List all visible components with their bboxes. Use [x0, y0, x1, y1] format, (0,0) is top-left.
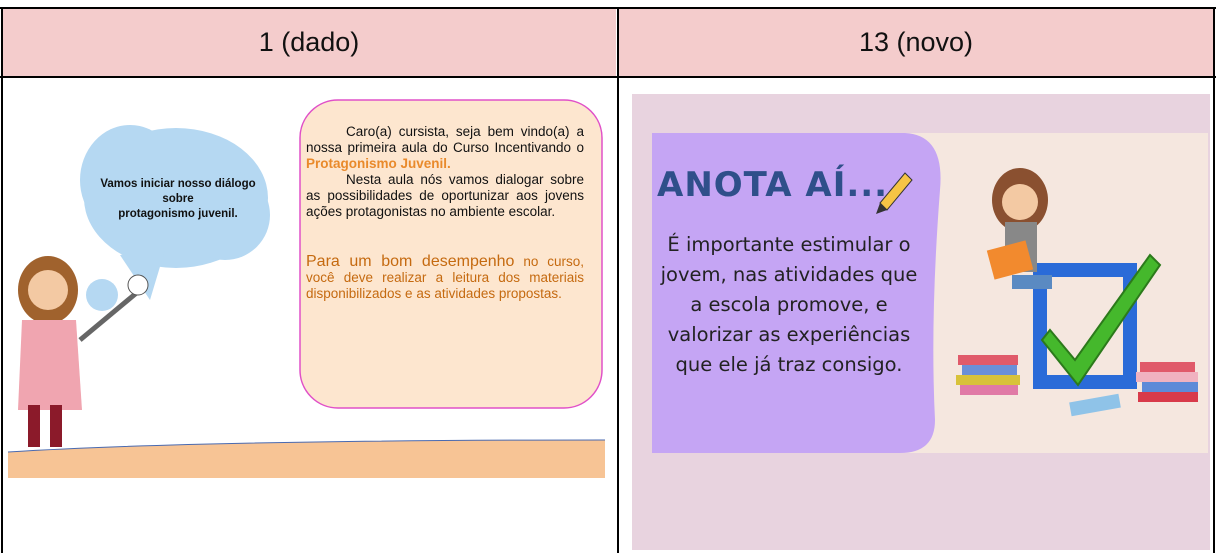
header-cell: 13 (novo) [618, 8, 1214, 76]
note-panel [652, 133, 941, 453]
text: Caro(a) cursista, seja bem vindo(a) a no… [306, 124, 584, 155]
ground-line [7, 439, 606, 453]
paragraph: Para um bom desempenho no curso, você de… [306, 254, 584, 302]
header-text: 1 (dado) [258, 26, 360, 57]
checkbox [1033, 253, 1162, 389]
pencil [876, 172, 913, 214]
border [1, 7, 3, 553]
header-cell: 1 (dado) [2, 8, 616, 76]
books [956, 355, 1198, 417]
text: no curso, você deve realizar a leitura d… [306, 254, 585, 301]
box-text: Caro(a) cursista, seja bem vindo(a) a no… [306, 124, 584, 302]
cloud-line: protagonismo juvenil. [118, 208, 238, 220]
girl [986, 168, 1052, 289]
cloud [80, 125, 270, 311]
border [617, 7, 619, 553]
header-text: 13 (novo) [858, 26, 974, 57]
border [1213, 7, 1215, 553]
border [0, 76, 1216, 78]
cloud-line: Vamos iniciar nosso diálogo [100, 178, 256, 190]
paragraph: Caro(a) cursista, seja bem vindo(a) a no… [306, 124, 584, 172]
cloud-text: Vamos iniciar nosso diálogo sobre protag… [88, 177, 268, 222]
paragraph: Nesta aula nós vamos dialogar sobre as p… [306, 172, 584, 219]
ground [8, 440, 605, 478]
note-body: É importante estimular o jovem, nas ativ… [660, 233, 918, 376]
highlight: Protagonismo Juvenil. [306, 156, 451, 171]
border [0, 7, 1216, 9]
text-box [299, 99, 603, 409]
cloud-line: sobre [162, 193, 194, 205]
note-title: ANOTA AÍ... [657, 165, 889, 205]
highlight: Para um bom desempenho [306, 253, 515, 270]
teacher [18, 256, 149, 447]
